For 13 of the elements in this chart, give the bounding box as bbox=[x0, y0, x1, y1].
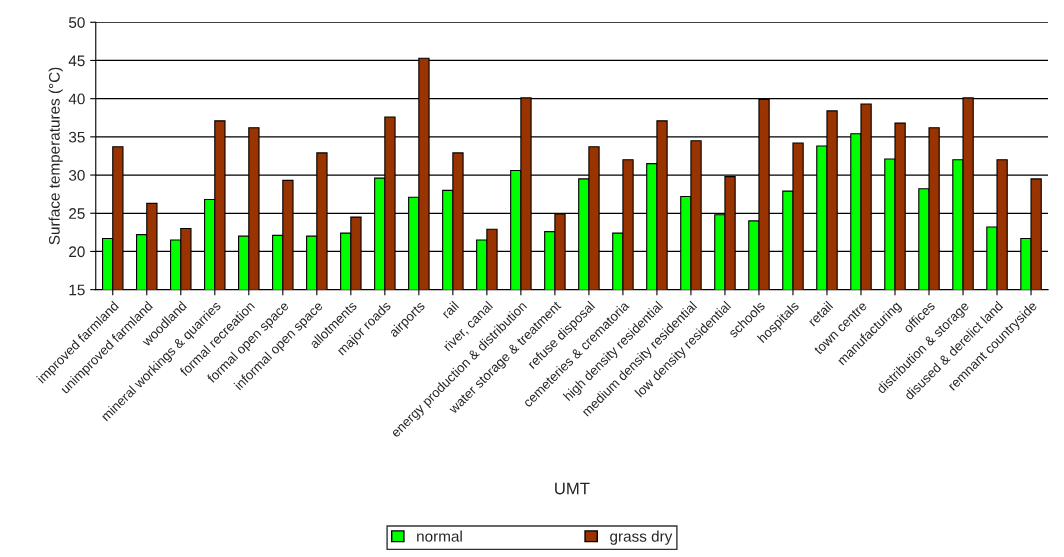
legend-label: normal bbox=[417, 530, 462, 542]
y-tick-label: 15 bbox=[69, 284, 85, 296]
y-tick-label: 20 bbox=[69, 246, 85, 258]
y-tick-label: 45 bbox=[68, 55, 85, 67]
x-axis-title: UMT bbox=[555, 482, 590, 495]
legend-label: grass dry bbox=[610, 530, 673, 545]
y-tick-label: 25 bbox=[69, 208, 85, 219]
y-tick-label: 30 bbox=[68, 169, 85, 181]
y-tick-label: 40 bbox=[68, 93, 85, 105]
y-tick-label: 50 bbox=[68, 17, 85, 28]
x-tick-label: rail bbox=[441, 300, 460, 319]
y-tick-label: 35 bbox=[68, 131, 85, 143]
y-axis-title: Surface temperatures (°C) bbox=[48, 67, 63, 245]
